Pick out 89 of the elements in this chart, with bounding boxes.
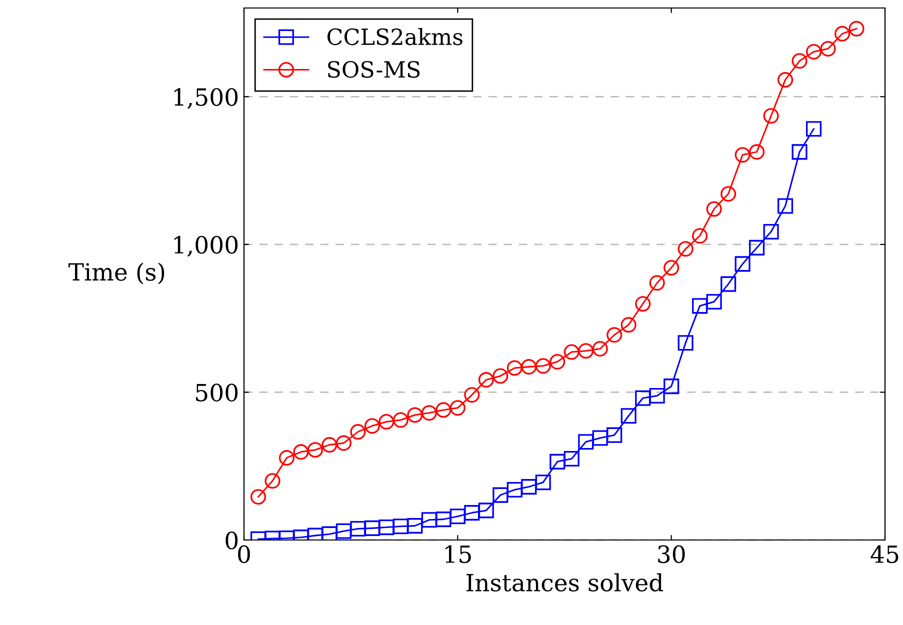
- point: [278, 450, 295, 466]
- point: [848, 20, 864, 36]
- point: [407, 518, 423, 534]
- point: [392, 518, 408, 534]
- point: [692, 298, 708, 314]
- point: [478, 372, 494, 388]
- point: [706, 294, 722, 310]
- point: [250, 489, 266, 505]
- point: [506, 482, 522, 498]
- point: [678, 335, 694, 351]
- point: [350, 520, 366, 537]
- point: [564, 450, 580, 466]
- point: [649, 275, 665, 291]
- point: [834, 26, 850, 42]
- point: [664, 260, 680, 276]
- point: [578, 434, 594, 450]
- point: [350, 424, 366, 440]
- y-tick-label: 1,000: [174, 236, 238, 257]
- point: [322, 437, 338, 453]
- point: [492, 487, 508, 503]
- point: [293, 444, 309, 460]
- point: [806, 44, 822, 60]
- point: [706, 201, 722, 217]
- point: [506, 360, 522, 376]
- point: [436, 402, 452, 418]
- point: [436, 512, 452, 528]
- point: [778, 72, 794, 88]
- point: [478, 502, 494, 518]
- point: [564, 344, 580, 360]
- point: [635, 390, 651, 406]
- point: [792, 53, 808, 69]
- point: [521, 479, 537, 495]
- point: [664, 378, 680, 394]
- point: [749, 240, 765, 256]
- point: [763, 108, 779, 124]
- point: [620, 317, 636, 333]
- point: [364, 520, 380, 536]
- point: [336, 523, 352, 539]
- y-axis-title: Time (s): [68, 262, 164, 284]
- point: [550, 354, 566, 370]
- point: [407, 407, 423, 423]
- point: [535, 358, 551, 374]
- point: [378, 414, 394, 430]
- point: [606, 327, 622, 343]
- point: [464, 387, 480, 403]
- point: [778, 198, 794, 214]
- y-tick-label: 0: [226, 531, 238, 550]
- x-tick-label: 45: [870, 545, 898, 564]
- point: [464, 505, 480, 521]
- point: [692, 228, 708, 244]
- point: [592, 340, 608, 357]
- point: [620, 408, 636, 424]
- x-tick-label: 0: [238, 545, 250, 564]
- point: [364, 418, 380, 434]
- point: [763, 224, 779, 240]
- point: [378, 520, 394, 536]
- point: [678, 241, 694, 257]
- y-tick-label: 1,500: [174, 88, 238, 109]
- point: [792, 144, 808, 160]
- point: [450, 400, 466, 416]
- point: [649, 388, 665, 404]
- point: [336, 435, 352, 451]
- point: [820, 41, 836, 57]
- x-tick-label: 15: [446, 545, 471, 564]
- point: [806, 121, 822, 137]
- point: [592, 430, 608, 446]
- point: [550, 454, 566, 470]
- point: [492, 368, 508, 384]
- point: [734, 256, 750, 272]
- point: [606, 427, 622, 443]
- point: [720, 186, 736, 202]
- point: [421, 512, 437, 528]
- point: [578, 343, 594, 359]
- point: [521, 359, 537, 375]
- point: [720, 276, 736, 292]
- point: [307, 442, 323, 458]
- point: [392, 412, 408, 428]
- legend-label: SOS-MS: [328, 61, 420, 78]
- y-tick-label: 500: [196, 384, 238, 402]
- point: [450, 508, 466, 524]
- x-axis-title: Instances solved: [466, 573, 664, 592]
- legend-label: CCLS2akms: [327, 28, 462, 46]
- point: [734, 147, 750, 163]
- point: [421, 405, 437, 421]
- x-tick-label: 30: [658, 545, 685, 564]
- point: [535, 474, 551, 490]
- point: [749, 144, 765, 160]
- point: [264, 473, 280, 489]
- point: [635, 296, 651, 312]
